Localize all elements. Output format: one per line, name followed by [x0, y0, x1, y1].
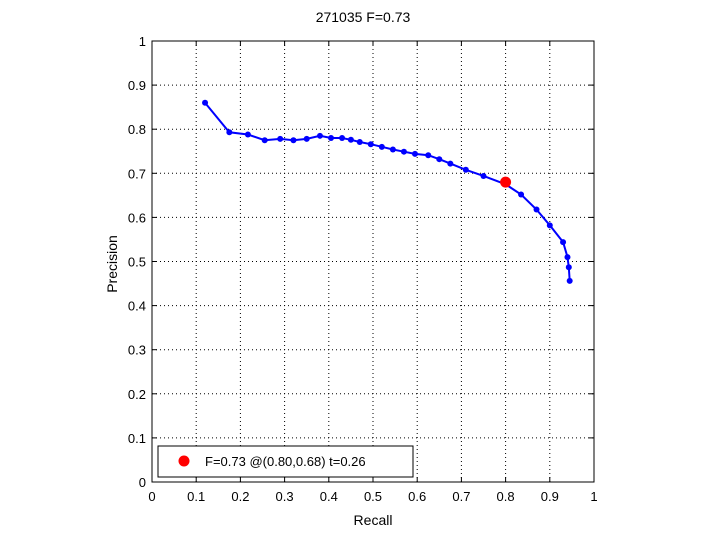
series-point [480, 172, 487, 179]
chart-title: 271035 F=0.73 [316, 9, 411, 25]
legend: F=0.73 @(0.80,0.68) t=0.26 [157, 445, 414, 478]
x-tick-label: 0.5 [364, 489, 382, 504]
series-point [202, 99, 209, 106]
x-tick-label: 0.8 [497, 489, 515, 504]
x-tick-label: 1 [590, 489, 597, 504]
series-point [518, 191, 525, 198]
y-tick-label: 0 [139, 475, 146, 490]
legend-label: F=0.73 @(0.80,0.68) t=0.26 [205, 454, 366, 469]
x-axis-label: Recall [354, 512, 393, 528]
x-tick-label: 0.4 [320, 489, 338, 504]
y-tick-label: 0.9 [128, 78, 146, 93]
y-tick-label: 0.8 [128, 122, 146, 137]
axis-ticks [151, 40, 595, 483]
series-line [204, 102, 571, 281]
y-tick-label: 0.1 [128, 431, 146, 446]
series-point [462, 166, 469, 173]
x-tick-labels: 0 0.1 0.2 0.3 0.4 0.5 0.6 0.7 0.8 0.9 1 [148, 489, 597, 504]
y-tick-label: 0.6 [128, 210, 146, 225]
y-tick-label: 1 [139, 34, 146, 49]
series-point [560, 239, 567, 246]
y-tick-label: 0.5 [128, 255, 146, 270]
series-points [202, 99, 573, 284]
series-point [261, 137, 268, 144]
x-tick-label: 0.7 [452, 489, 470, 504]
y-tick-label: 0.2 [128, 387, 146, 402]
x-tick-label: 0.2 [231, 489, 249, 504]
series-point [447, 160, 454, 167]
legend-marker [178, 455, 190, 467]
series-point [564, 254, 571, 261]
y-tick-label: 0.7 [128, 166, 146, 181]
series-point [339, 135, 346, 142]
series-point [356, 138, 363, 145]
series-point [226, 129, 233, 136]
legend-box [157, 445, 414, 478]
series-point [328, 135, 335, 142]
series-point [411, 150, 418, 157]
series-point [533, 206, 540, 213]
best-f-point [500, 176, 512, 188]
series-point [290, 137, 297, 144]
series-point [367, 141, 374, 148]
series-point [400, 148, 407, 155]
x-tick-label: 0.1 [187, 489, 205, 504]
y-tick-labels: 0 0.1 0.2 0.3 0.4 0.5 0.6 0.7 0.8 0.9 1 [128, 34, 146, 490]
series-point [425, 152, 432, 159]
y-tick-label: 0.3 [128, 343, 146, 358]
series-point [303, 135, 310, 142]
series-point [316, 132, 323, 139]
series-point [378, 143, 385, 150]
x-tick-label: 0.3 [276, 489, 294, 504]
x-tick-label: 0.6 [408, 489, 426, 504]
grid [152, 41, 594, 482]
series-point [244, 131, 251, 138]
series-point [546, 222, 553, 229]
series-point [389, 146, 396, 153]
y-axis-label: Precision [104, 235, 120, 293]
x-tick-label: 0.9 [541, 489, 559, 504]
series-point [566, 277, 573, 284]
series-point [347, 136, 354, 143]
series-point [277, 135, 284, 142]
y-tick-label: 0.4 [128, 299, 146, 314]
series-point [436, 156, 443, 163]
x-tick-label: 0 [148, 489, 155, 504]
series-point [565, 264, 572, 271]
